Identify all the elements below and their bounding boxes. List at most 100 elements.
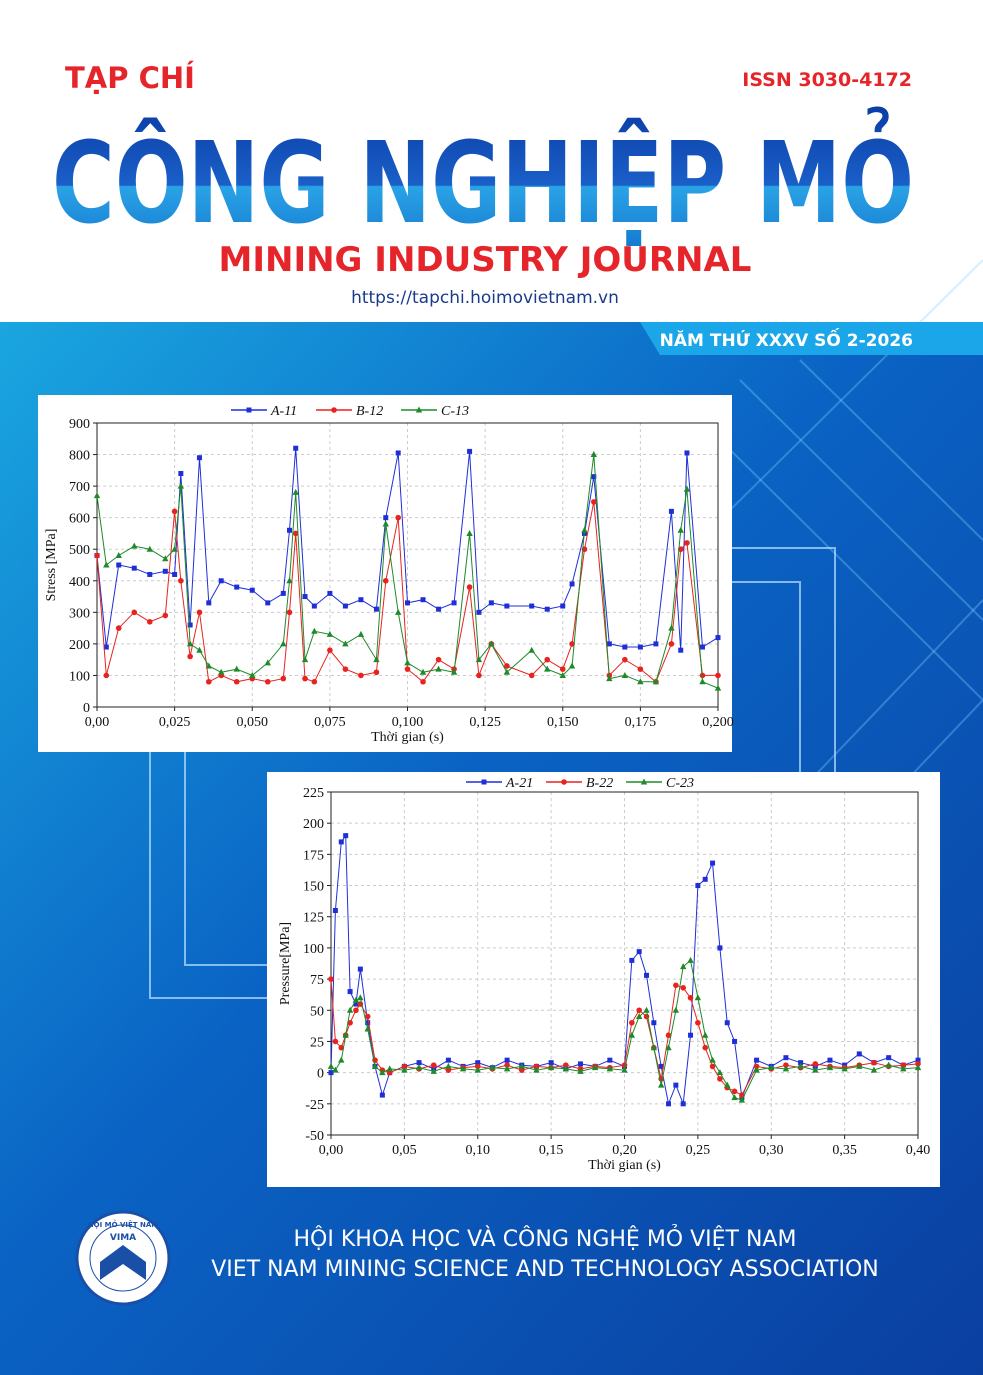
legend-label: C-13 [441,404,469,419]
x-tick-label: 0,00 [319,1143,344,1158]
marker [327,1062,335,1069]
marker [715,635,721,641]
marker [475,656,483,663]
marker [94,552,100,559]
marker [395,514,401,521]
marker [827,1057,833,1063]
marker [544,665,551,672]
marker [783,1062,789,1068]
x-tick-label: 0,40 [906,1143,931,1158]
y-tick-label: 75 [310,973,324,988]
marker [709,1063,716,1070]
marker [286,609,293,616]
marker [606,641,612,647]
marker [636,949,642,955]
marker [205,678,212,685]
y-tick-label: 50 [310,1004,324,1019]
marker [115,625,122,631]
marker [651,1020,657,1026]
marker [738,1096,746,1103]
marker [687,956,694,963]
marker [591,499,597,505]
marker [503,1065,511,1072]
marker [162,612,169,619]
marker [622,644,628,650]
marker [347,989,353,995]
marker [629,1019,635,1026]
marker [103,561,110,568]
y-tick-label: 0 [317,1067,324,1082]
marker [629,957,635,963]
marker [332,1066,339,1073]
marker [702,1044,709,1051]
marker [732,1038,738,1044]
marker [886,1055,892,1061]
x-tick-label: 0,125 [469,715,501,730]
marker [338,1044,345,1051]
marker [678,647,684,653]
marker [665,1044,672,1051]
marker [871,1059,877,1066]
marker [637,678,644,685]
marker [395,450,401,456]
marker [544,606,550,612]
marker [103,644,109,650]
marker [326,630,334,637]
x-tick-label: 0,30 [759,1143,784,1158]
marker [488,640,495,647]
marker [637,644,643,650]
marker [782,1065,790,1072]
issn: ISSN 3030-4172 [742,69,912,91]
marker [488,600,494,606]
marker [544,656,551,663]
marker [590,451,597,458]
x-tick-label: 0,200 [702,715,734,730]
x-tick-label: 0,00 [85,715,110,730]
y-tick-label: 300 [69,606,90,621]
y-tick-label: 225 [303,786,324,801]
marker [218,578,224,584]
x-tick-label: 0,05 [392,1143,417,1158]
marker [503,668,511,675]
y-tick-label: 400 [69,575,90,590]
legend-label: B-22 [586,776,613,791]
marker [900,1062,907,1068]
marker [717,1076,723,1082]
marker [332,907,338,913]
marker [430,1067,437,1074]
marker [559,671,566,678]
marker [643,1006,650,1013]
y-tick-label: -25 [305,1098,324,1113]
y-tick-label: 200 [69,638,90,653]
marker [591,474,597,480]
chart-stress: 0 100 200 300 400 500 600 700 800 900 0,00 0,025 0,0… [38,395,734,752]
marker [364,1025,371,1032]
marker [430,1062,437,1068]
marker [677,526,684,533]
y-axis-label: Stress [MPa] [44,529,59,602]
marker [302,675,308,682]
marker [699,644,705,650]
x-tick-label: 0,025 [159,715,191,730]
logo-abbr: VIMA [110,1233,136,1243]
marker [900,1065,907,1072]
marker [116,562,122,568]
marker [342,1031,349,1038]
marker [724,1081,731,1088]
y-tick-label: -50 [305,1129,324,1144]
marker [797,1062,804,1069]
association-en: VIET NAM MINING SCIENCE AND TECHNOLOGY A… [211,1257,879,1282]
marker [280,675,287,682]
marker [702,1031,709,1038]
marker [115,552,122,559]
marker [658,1063,664,1069]
marker [246,407,252,413]
marker [328,1070,334,1076]
marker [504,1057,510,1063]
marker [622,656,628,663]
marker [343,833,349,839]
marker [606,1065,614,1072]
marker [637,666,644,672]
marker [445,1062,452,1069]
marker [357,994,364,1001]
